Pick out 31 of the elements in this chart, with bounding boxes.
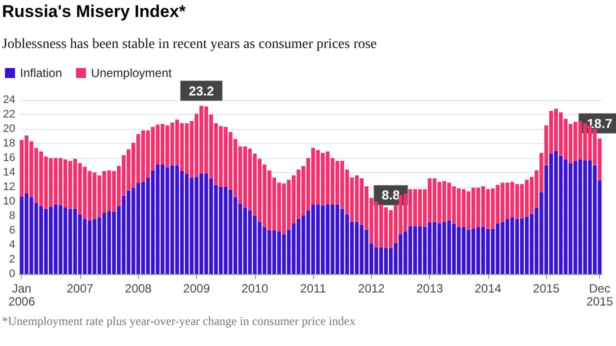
annotation: 8.8 [382, 188, 400, 203]
y-tick-label: 6 [9, 224, 16, 236]
y-tick-label: 20 [2, 123, 16, 135]
legend-label: Unemployment [91, 66, 172, 80]
x-tick-label: Dec 2015 [586, 282, 614, 308]
y-tick-label: 8 [9, 210, 16, 222]
y-tick-label: 4 [9, 239, 16, 251]
y-tick-label: 0 [9, 268, 16, 280]
x-tick-label: 2010 [241, 282, 268, 296]
x-tick-label: 2011 [300, 282, 326, 296]
y-tick-label: 14 [2, 166, 16, 178]
y-tick-label: 22 [2, 108, 16, 120]
x-tick-label: 2007 [66, 282, 94, 296]
x-tick-label: 2013 [416, 282, 444, 296]
annotation: 23.2 [188, 83, 214, 98]
y-tick-label: 16 [2, 152, 16, 164]
y-tick-label: 2 [9, 254, 16, 266]
text: *Unemployment rate plus year-over-year change in consumer price index [2, 314, 356, 329]
x-tick-label: 2014 [474, 282, 502, 296]
y-tick-label: 18 [2, 138, 16, 150]
x-tick-label: 2008 [124, 282, 152, 296]
y-tick-label: 10 [2, 196, 16, 208]
y-tick-label: 24 [2, 94, 16, 106]
x-tick-label: 2015 [532, 282, 560, 296]
x-tick-label: Jan 2006 [8, 282, 36, 308]
x-tick-label: 2009 [183, 282, 210, 296]
y-tick-label: 12 [2, 181, 16, 193]
chart-title: Russia's Misery Index* [2, 2, 186, 22]
legend-label: Inflation [20, 66, 62, 80]
chart-subtitle: Joblessness has been stable in recent years as consumer prices rose [2, 37, 377, 53]
x-tick-label: 2012 [358, 282, 386, 296]
